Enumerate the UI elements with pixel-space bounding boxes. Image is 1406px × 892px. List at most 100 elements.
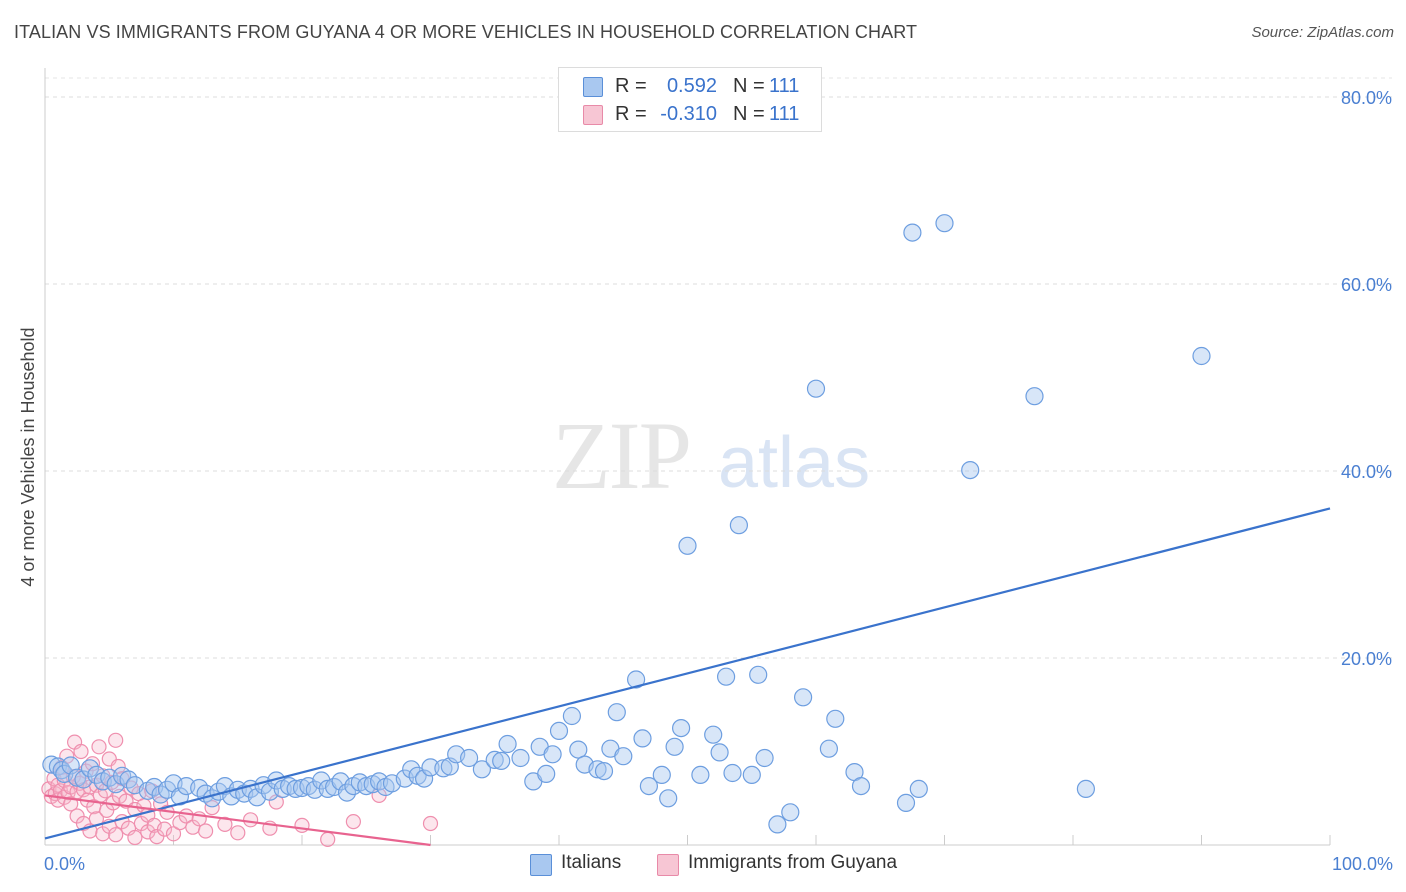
italians-point (652, 765, 671, 785)
italians-point (691, 765, 710, 785)
y-tick-label: 40.0% (1341, 462, 1392, 482)
italians-point (1076, 779, 1096, 799)
italians-point (781, 803, 800, 822)
bottom-legend-label: Immigrants from Guyana (688, 852, 898, 873)
guyana-point (91, 739, 107, 755)
guyana-point (217, 816, 233, 833)
italians-point (588, 760, 607, 779)
y-axis-label: 4 or more Vehicles in Household (18, 327, 38, 586)
italians-point (42, 755, 61, 774)
italians-point (1192, 346, 1211, 366)
legend-r-value: -0.310 (660, 103, 717, 125)
italians-point (909, 779, 928, 799)
guyana-point (294, 817, 310, 834)
italians-point (768, 815, 787, 834)
guyana-point (345, 813, 361, 830)
italians-point (1025, 387, 1044, 406)
bottom-legend-swatch-blue (530, 854, 552, 876)
italians-point (716, 667, 736, 686)
italians-point (749, 665, 768, 684)
italians-point (742, 765, 761, 785)
italians-point (472, 760, 491, 779)
guyana-point (204, 799, 220, 816)
italians-point (704, 725, 723, 744)
italians-point (421, 758, 440, 777)
italians-point (569, 740, 588, 759)
italians-point (633, 729, 652, 748)
x-tick-label: 100.0% (1332, 854, 1393, 874)
italians-point (67, 768, 87, 787)
italians-point (492, 751, 511, 771)
guyana-point (165, 826, 182, 842)
italians-point (819, 739, 839, 758)
italians-point (729, 516, 749, 535)
legend-row-italians: R = 0.592 N = 111 (559, 73, 821, 101)
bottom-legend-label: Italians (561, 852, 622, 873)
italians-point (961, 461, 980, 480)
legend-r-value: 0.592 (666, 75, 717, 97)
legend-swatch-blue (583, 77, 603, 97)
italians-point (434, 759, 453, 778)
italians-point (723, 763, 742, 783)
legend-n-value: 111 (769, 103, 800, 125)
trend-lines (44, 507, 1331, 847)
legend-n-value: 111 (769, 75, 800, 97)
y-tick-label: 80.0% (1341, 88, 1392, 108)
guyana-point (156, 821, 173, 837)
guyana-point (422, 815, 439, 832)
guyana-point (108, 827, 124, 843)
legend-r-label: R = (615, 75, 647, 97)
x-tick-label: 0.0% (44, 854, 85, 874)
source-label: Source: ZipAtlas.com (1251, 24, 1394, 41)
italians-point (402, 760, 421, 779)
italians-point (671, 718, 691, 738)
italians-point (851, 776, 871, 796)
italians-point (337, 783, 357, 802)
italians-point (903, 223, 922, 242)
bottom-legend-swatch-pink (657, 854, 679, 876)
italians-point (755, 748, 774, 768)
guyana-point (63, 796, 79, 812)
watermark-atlas: atlas (718, 423, 871, 503)
italians-point (826, 709, 845, 728)
axes (44, 68, 1331, 846)
guyana-point (243, 812, 259, 828)
legend-n-label: N = (733, 103, 765, 125)
legend-swatch-pink (583, 105, 603, 125)
italians-point (498, 734, 517, 754)
italians-point (626, 670, 646, 689)
guyana-trend-line (44, 794, 431, 847)
italians-point (793, 688, 813, 707)
italians-point (659, 789, 678, 808)
italians-point (607, 703, 626, 722)
guyana-point (320, 831, 336, 848)
guyana-point (127, 829, 143, 846)
italians-point (614, 747, 633, 766)
legend-n-label: N = (733, 75, 765, 97)
italians-point (639, 776, 659, 796)
y-tick-label: 20.0% (1341, 649, 1392, 669)
chart-title: ITALIAN VS IMMIGRANTS FROM GUYANA 4 OR M… (14, 22, 918, 42)
guyana-point (198, 823, 214, 839)
italians-trend-line (44, 507, 1331, 840)
italians-point (806, 379, 826, 398)
italians-point (665, 737, 684, 756)
italians-point (710, 743, 729, 762)
data-points (41, 214, 1211, 848)
legend-row-guyana: R = -0.310 N = 111 (559, 101, 821, 129)
italians-point (678, 536, 697, 555)
italians-point (537, 764, 556, 784)
italians-point (485, 750, 504, 770)
italians-point (305, 780, 324, 799)
italians-point (460, 748, 479, 768)
italians-point (935, 214, 954, 233)
guyana-point (108, 732, 124, 748)
italians-point (562, 706, 582, 726)
italians-point (511, 748, 530, 768)
guyana-point (230, 825, 246, 841)
y-tick-label: 60.0% (1341, 275, 1392, 295)
legend: R = 0.592 N = 111 R = -0.310 N = 111 (558, 67, 822, 132)
italians-point (543, 745, 562, 764)
italians-point (549, 721, 569, 741)
